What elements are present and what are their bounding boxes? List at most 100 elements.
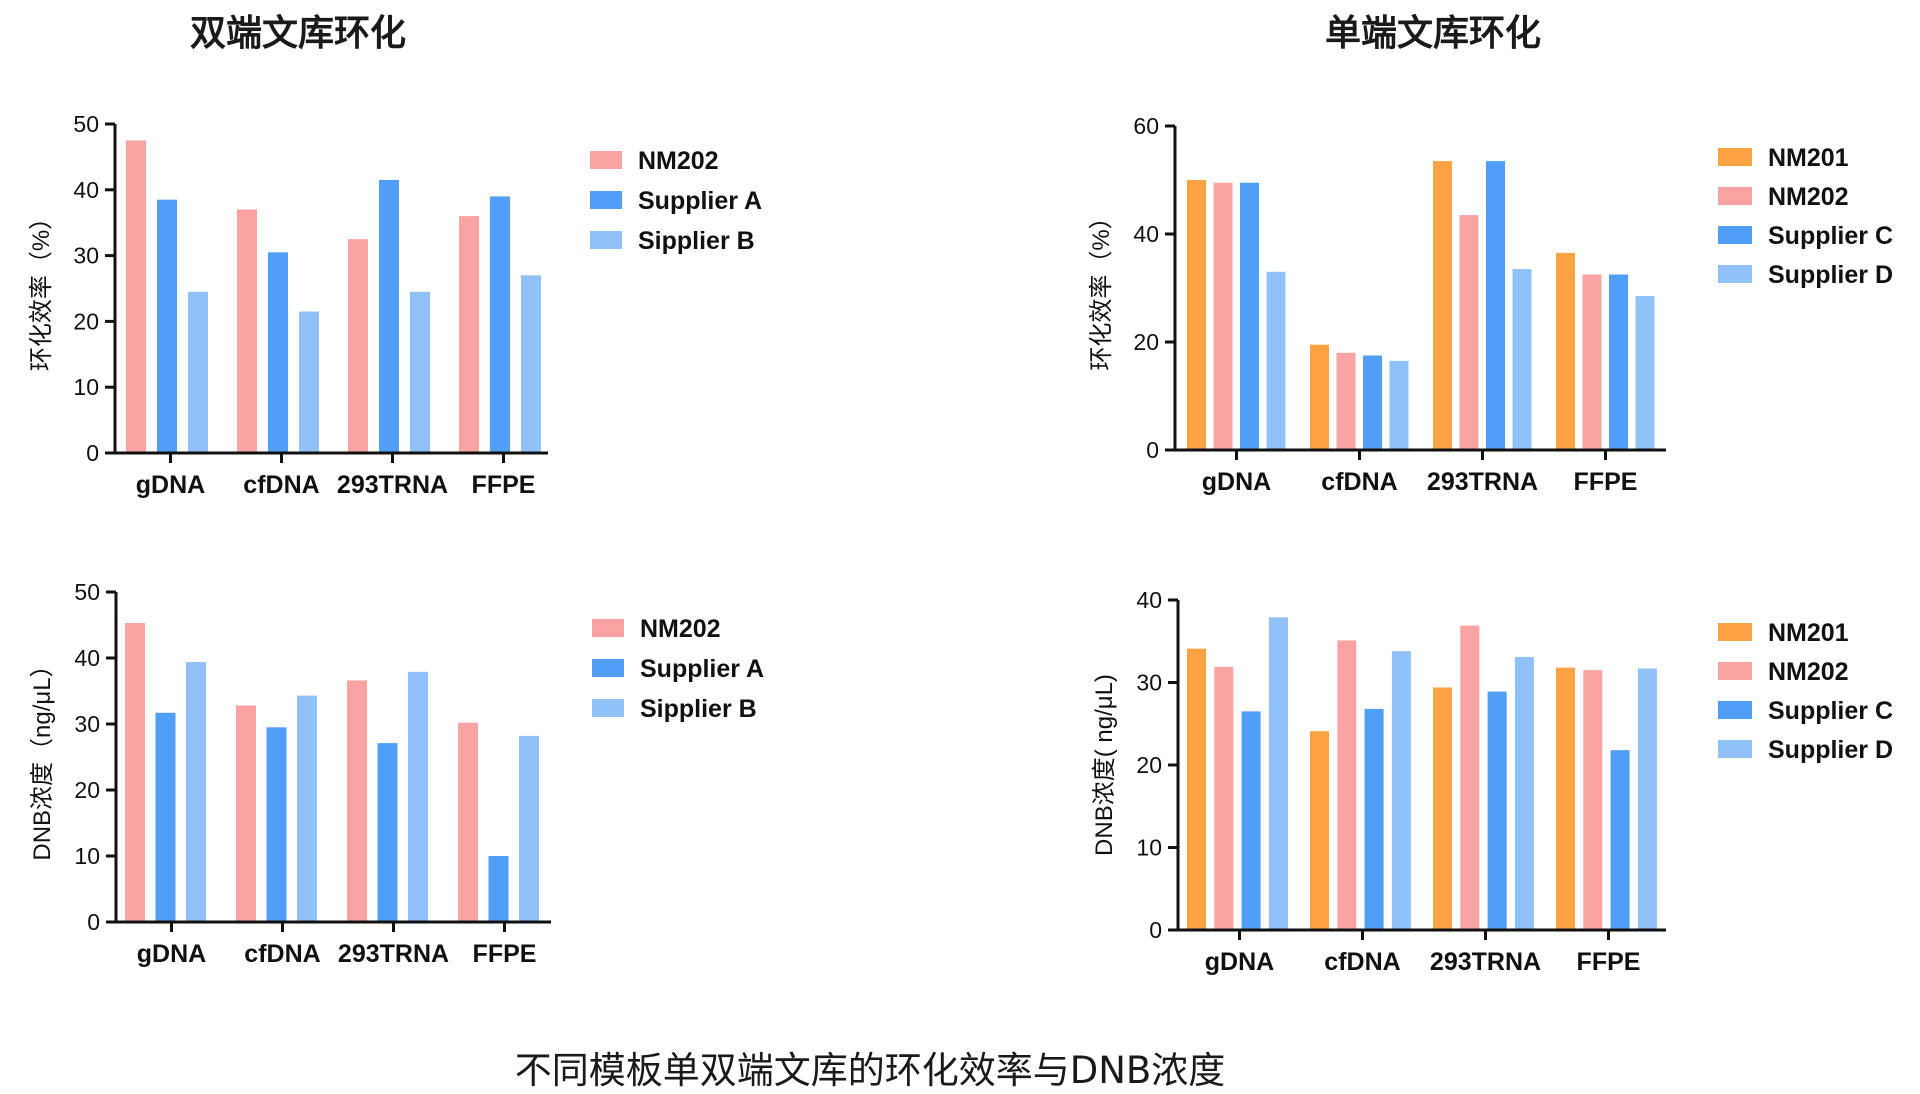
x-tick-label: gDNA (137, 940, 206, 968)
bar (488, 856, 509, 922)
y-tick-label: 60 (1133, 113, 1159, 139)
legend-swatch (590, 191, 622, 209)
legend-swatch (592, 659, 624, 677)
bar (1487, 691, 1507, 930)
chart-panel-1: 0 10 20 30 40 50 gDNA cfDNA 293TRNA FFPE 环化效率（%） NM… (28, 111, 762, 499)
bar (1214, 666, 1234, 930)
legend-label: Supplier C (1768, 697, 1893, 725)
x-tick-label: gDNA (1202, 468, 1271, 496)
bar (1391, 651, 1411, 930)
legend-label: Supplier D (1768, 261, 1893, 289)
y-tick-label: 40 (73, 177, 99, 203)
y-tick-label: 10 (73, 374, 99, 400)
legend-label: Sipplier B (640, 695, 757, 723)
bar (1637, 668, 1657, 930)
chart-panel-4: 0 10 20 30 40 gDNA cfDNA 293TRNA FFPE DNB浓度( ng/μ… (1091, 587, 1893, 976)
bar (1310, 731, 1329, 930)
bar (268, 252, 288, 453)
bar (1514, 656, 1534, 930)
legend-label: NM202 (1768, 183, 1849, 211)
title-single-end-circularization: 单端文库环化 (1325, 13, 1542, 54)
bar (1635, 296, 1655, 450)
bar (186, 661, 206, 922)
bar (155, 712, 176, 922)
legend-label: Supplier A (640, 655, 764, 683)
y-tick-label: 40 (74, 645, 100, 671)
chart-panel-2: 0 20 40 60 gDNA cfDNA 293TRNA FFPE 环化效率（%） NM201 N… (1088, 113, 1893, 496)
legend-label: Supplier D (1768, 736, 1893, 764)
y-tick-label: 20 (74, 777, 100, 803)
bar (188, 291, 208, 453)
y-tick-label: 50 (73, 111, 99, 137)
bar (1459, 215, 1479, 450)
legend-swatch (592, 699, 624, 717)
bar (1363, 355, 1382, 450)
y-tick-label: 0 (87, 909, 100, 935)
x-tick-label: FFPE (473, 940, 537, 968)
bar (347, 680, 367, 922)
x-tick-label: cfDNA (244, 940, 320, 968)
legend-label: Sipplier B (638, 227, 755, 255)
bar (1556, 252, 1575, 450)
legend-swatch (592, 619, 624, 637)
legend-label: NM202 (640, 615, 721, 643)
y-tick-label: 40 (1136, 587, 1162, 613)
bar (1389, 360, 1409, 450)
bar (1609, 274, 1628, 450)
x-tick-label: cfDNA (1324, 948, 1400, 976)
bar (1240, 182, 1259, 450)
x-tick-label: 293TRNA (1430, 948, 1541, 976)
bar (521, 275, 541, 453)
bar (1241, 711, 1261, 930)
y-tick-label: 30 (74, 711, 100, 737)
bar (1187, 180, 1206, 450)
bar (1433, 161, 1452, 450)
bar (237, 209, 257, 453)
bar (1556, 667, 1575, 930)
bar (157, 199, 177, 453)
bar (1337, 640, 1357, 930)
y-axis-label: 环化效率（%） (28, 206, 55, 371)
x-tick-label: 293TRNA (1427, 468, 1538, 496)
x-tick-label: FFPE (1574, 468, 1638, 496)
y-tick-label: 50 (74, 579, 100, 605)
bar (266, 727, 287, 922)
legend-swatch (1718, 265, 1752, 283)
bar (408, 671, 428, 922)
bar (1460, 625, 1480, 930)
bar (458, 722, 478, 922)
bar (1336, 352, 1356, 450)
y-axis-label: 环化效率（%） (1088, 205, 1115, 370)
x-tick-label: gDNA (136, 471, 205, 499)
bar (459, 216, 479, 453)
legend-label: NM202 (1768, 658, 1849, 686)
legend-label: NM201 (1768, 144, 1849, 172)
bar (348, 239, 368, 453)
bar (1268, 617, 1288, 930)
y-axis-label: DNB浓度（ng/μL） (29, 653, 56, 860)
y-tick-label: 30 (73, 243, 99, 269)
x-tick-label: 293TRNA (337, 471, 448, 499)
legend-label: NM201 (1768, 619, 1849, 647)
legend-label: Supplier C (1768, 222, 1893, 250)
bar (1187, 648, 1206, 930)
bar (1610, 750, 1630, 930)
legend-swatch (1718, 623, 1752, 641)
bar (1310, 344, 1329, 450)
x-tick-label: FFPE (1577, 948, 1641, 976)
y-tick-label: 0 (86, 440, 99, 466)
legend-swatch (1718, 226, 1752, 244)
bar (125, 623, 145, 922)
bar (379, 179, 399, 453)
bar (1213, 182, 1233, 450)
bar (126, 140, 146, 453)
bar (1582, 274, 1602, 450)
legend-swatch (1718, 701, 1752, 719)
figure-caption: 不同模板单双端文库的环化效率与DNB浓度 (514, 1049, 1226, 1092)
bar (299, 311, 319, 453)
legend-swatch (1718, 187, 1752, 205)
y-tick-label: 30 (1136, 670, 1162, 696)
bar (490, 196, 510, 453)
